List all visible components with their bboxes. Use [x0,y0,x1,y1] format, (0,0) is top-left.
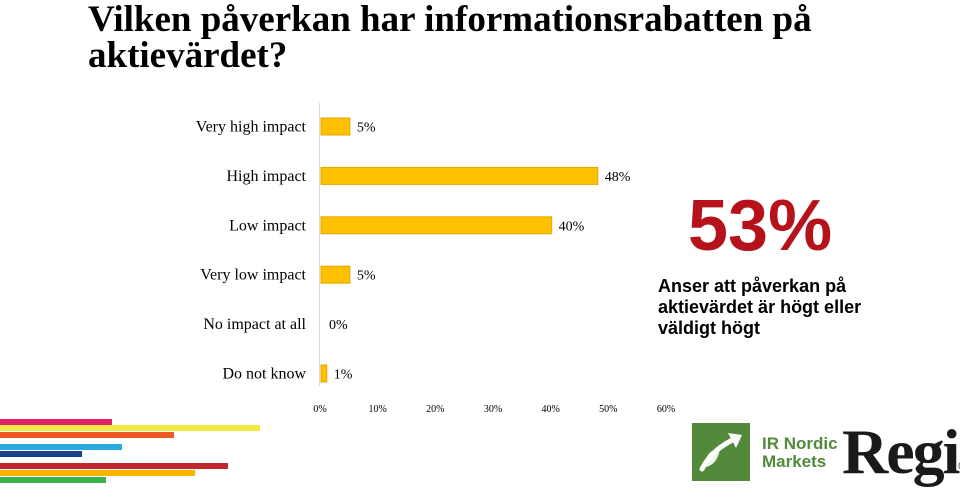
ir-nordic-line1: IR Nordic [762,434,838,453]
category-label: Low impact [229,217,306,234]
ir-nordic-line2: Markets [762,452,827,471]
bar [320,166,599,185]
x-tick-label: 0% [313,404,326,415]
bar [320,364,328,383]
stripe [0,425,260,431]
highlight-description: Anser att påverkan på aktievärdet är hög… [658,276,862,338]
data-label: 40% [559,219,585,234]
stripe [0,470,195,476]
stripe [0,432,174,438]
highlight-percentage: 53% [688,186,833,266]
x-tick-label: 20% [426,404,444,415]
stripe [0,451,82,457]
bar [320,117,351,136]
x-tick-label: 50% [599,404,617,415]
registered-mark: ® [958,459,960,473]
category-label: No impact at all [203,316,306,333]
stripe [0,419,112,425]
regi-logo-text: Regi [842,416,960,487]
x-tick-label: 10% [368,404,386,415]
leaf-arrow-icon [692,423,750,481]
data-label: 1% [334,368,353,383]
regi-logo: Regi® [842,416,960,488]
stripe [0,477,106,483]
data-label: 0% [329,318,348,333]
stripe [0,444,122,450]
category-label: Do not know [222,366,306,383]
x-tick-label: 40% [541,404,559,415]
data-label: 5% [357,121,376,136]
data-label: 48% [605,170,631,185]
category-label: High impact [226,168,306,185]
x-tick-label: 30% [484,404,502,415]
stripe [0,463,228,469]
category-label: Very low impact [200,267,306,284]
ir-nordic-logo-text: IR Nordic Markets [762,435,838,471]
page-title: Vilken påverkan har informationsrabatten… [88,0,812,76]
bar [320,216,553,235]
category-label: Very high impact [196,119,307,136]
x-tick-label: 60% [657,404,675,415]
bar [320,265,351,284]
data-label: 5% [357,269,376,284]
